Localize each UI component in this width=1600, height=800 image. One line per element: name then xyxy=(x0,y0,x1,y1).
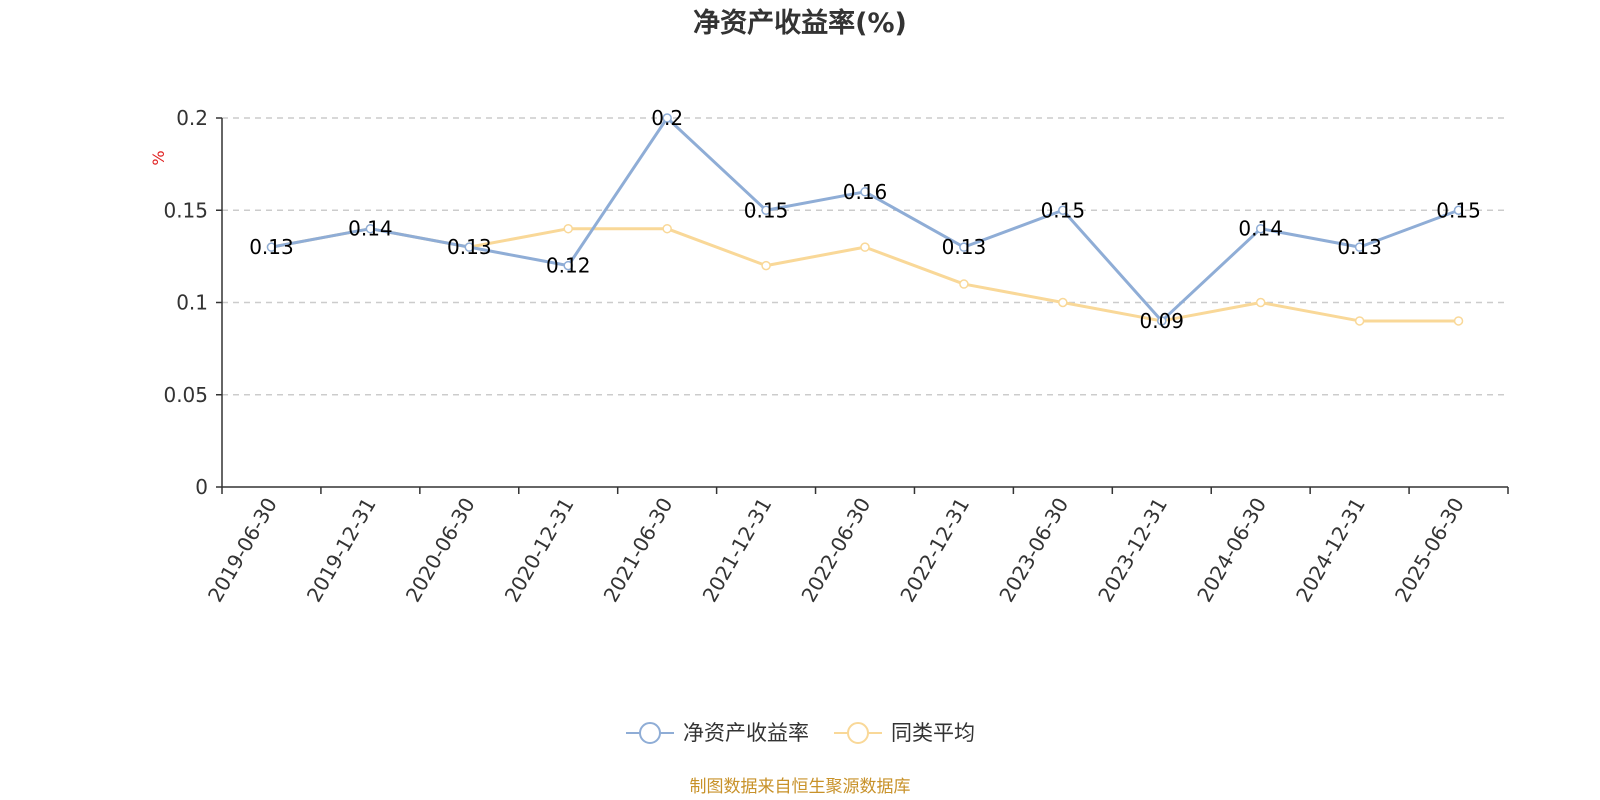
legend-item[interactable]: 净资产收益率 xyxy=(625,718,809,748)
data-label: 0.15 xyxy=(1041,198,1086,222)
data-label: 0.12 xyxy=(546,254,591,278)
data-point[interactable] xyxy=(959,242,969,252)
legend-swatch xyxy=(626,722,674,744)
data-label: 0.14 xyxy=(1238,217,1283,241)
legend-swatch xyxy=(834,722,882,744)
data-point[interactable] xyxy=(959,279,969,289)
data-label: 0.13 xyxy=(942,235,987,259)
legend-label: 同类平均 xyxy=(891,721,975,745)
axes: 0 0.05 0.1 0.15 0.2% 2019-06-30 2019-12-31 2020… xyxy=(149,106,1509,607)
data-point[interactable] xyxy=(662,113,672,123)
y-tick-label: 0.2 xyxy=(176,106,208,130)
data-point[interactable] xyxy=(1354,316,1365,326)
x-tick-label: 2022-12-31 xyxy=(895,494,974,607)
data-label: 0.13 xyxy=(447,235,492,259)
y-tick-label: 0.05 xyxy=(163,383,208,407)
x-tick-label: 2019-06-30 xyxy=(203,494,282,607)
legend-swatch-marker xyxy=(847,722,869,744)
x-tick-label: 2021-06-30 xyxy=(599,494,678,607)
x-tick-label: 2020-06-30 xyxy=(401,494,480,607)
x-tick-label: 2024-12-31 xyxy=(1291,494,1370,607)
data-label: 0.13 xyxy=(249,235,294,259)
legend-label: 净资产收益率 xyxy=(683,721,809,745)
data-point[interactable] xyxy=(1058,205,1068,215)
data-label: 0.2 xyxy=(651,106,683,130)
data-point[interactable] xyxy=(464,242,475,252)
data-label: 0.16 xyxy=(843,180,888,204)
grid-lines xyxy=(222,117,1508,396)
data-point[interactable] xyxy=(662,223,672,234)
x-tick-label: 2019-12-31 xyxy=(302,494,381,607)
data-point[interactable] xyxy=(860,187,870,197)
data-label: 0.15 xyxy=(1436,198,1481,222)
y-tick-label: 0.15 xyxy=(163,198,208,222)
data-point[interactable] xyxy=(860,242,870,252)
x-tick-label: 2021-12-31 xyxy=(698,494,777,607)
legend-swatch-marker xyxy=(639,722,661,744)
line-chart: 0 0.05 0.1 0.15 0.2% 2019-06-30 2019-12-31 2020… xyxy=(149,106,1509,607)
data-point[interactable] xyxy=(1453,205,1464,215)
x-tick-label: 2022-06-30 xyxy=(796,494,875,607)
y-tick-label: 0.1 xyxy=(176,291,208,315)
legend-item[interactable]: 同类平均 xyxy=(833,718,975,748)
data-point[interactable] xyxy=(1354,242,1365,252)
data-label: 0.14 xyxy=(348,217,393,241)
data-point[interactable] xyxy=(1058,297,1068,308)
data-point[interactable] xyxy=(1255,223,1266,234)
data-point[interactable] xyxy=(1157,316,1167,326)
data-point[interactable] xyxy=(1255,297,1266,308)
x-tick-label: 2020-12-31 xyxy=(500,494,579,607)
source-note: 制图数据来自恒生聚源数据库 xyxy=(689,777,911,797)
data-point[interactable] xyxy=(1453,316,1464,326)
data-label: 0.09 xyxy=(1140,309,1185,333)
y-unit-label: % xyxy=(149,150,168,165)
data-point[interactable] xyxy=(563,260,573,271)
x-tick-label: 2023-06-30 xyxy=(994,494,1073,607)
data-point[interactable] xyxy=(761,205,771,215)
data-point[interactable] xyxy=(563,223,573,234)
y-tick-label: 0 xyxy=(195,475,208,499)
data-point[interactable] xyxy=(365,223,376,234)
chart-title: 净资产收益率(%) xyxy=(693,8,907,39)
data-label: 0.15 xyxy=(744,198,789,222)
data-point[interactable] xyxy=(266,242,277,252)
data-labels: 0.13 0.14 0.13 0.12 0.2 0.15 0.16 0.13 0.15 0.09 0… xyxy=(249,106,1481,333)
x-tick-label: 2024-06-30 xyxy=(1192,494,1271,607)
x-tick-label: 2025-06-30 xyxy=(1390,494,1469,607)
legend: 净资产收益率 同类平均 xyxy=(0,718,1600,748)
data-label: 0.13 xyxy=(1337,235,1382,259)
x-tick-label: 2023-12-31 xyxy=(1093,494,1172,607)
series-lines xyxy=(266,113,1464,326)
data-point[interactable] xyxy=(761,260,771,271)
